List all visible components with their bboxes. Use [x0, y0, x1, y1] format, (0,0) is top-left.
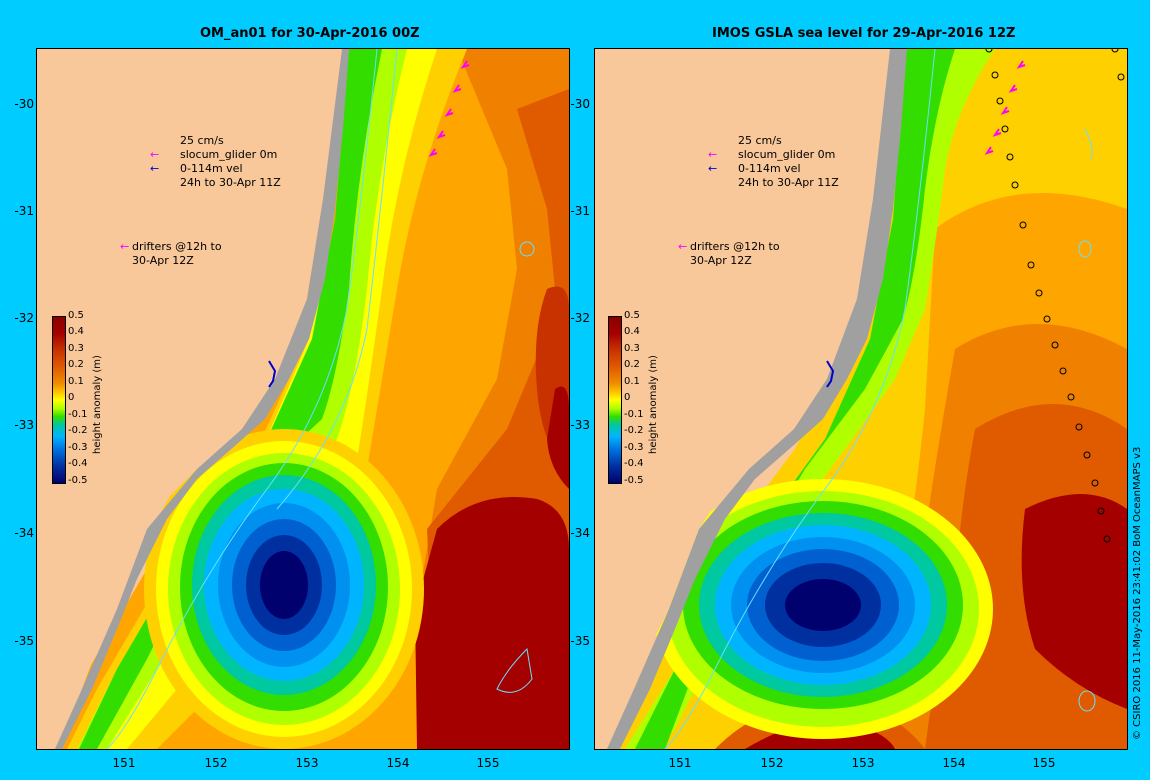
cb-left-6: -0.1 — [68, 409, 88, 420]
legend-glider: slocum_glider 0m — [180, 148, 278, 161]
lat-tick-left-4: -34 — [14, 526, 34, 540]
legend-glider-right: slocum_glider 0m — [738, 148, 836, 161]
lat-tick-right-1: -31 — [570, 204, 590, 218]
lat-tick-right-2: -32 — [570, 311, 590, 325]
lon-tick-right-2: 153 — [851, 756, 875, 770]
legend-right: 25 cm/s ← slocum_glider 0m ← 0-114m vel … — [708, 134, 839, 190]
cb-right-10: -0.5 — [624, 475, 644, 486]
lat-tick-right-0: -30 — [570, 97, 590, 111]
right-panel-title: IMOS GSLA sea level for 29-Apr-2016 12Z — [712, 26, 1016, 41]
lon-tick-right-0: 151 — [668, 756, 692, 770]
legend-drifters-1: drifters @12h to — [132, 240, 222, 253]
drifter-legend-icon-right: ← — [678, 240, 688, 253]
cb-right-9: -0.4 — [624, 458, 644, 469]
legend-left: 25 cm/s ← slocum_glider 0m ← 0-114m vel … — [150, 134, 281, 190]
lat-tick-right-5: -35 — [570, 634, 590, 648]
legend-drifters-right: ← drifters @12h to 30-Apr 12Z — [678, 240, 780, 268]
legend-drifters-1-right: drifters @12h to — [690, 240, 780, 253]
legend-drifters-left: ← drifters @12h to 30-Apr 12Z — [120, 240, 222, 268]
lat-tick-left-5: -35 — [14, 634, 34, 648]
glider-arrow-icon: ← — [150, 162, 160, 175]
lon-tick-left-3: 154 — [386, 756, 410, 770]
colorbar-title-left: height anomaly (m) — [92, 355, 103, 454]
cb-left-3: 0.2 — [68, 359, 84, 370]
lon-tick-left-2: 153 — [295, 756, 319, 770]
cb-right-0: 0.5 — [624, 310, 640, 321]
drifter-legend-icon: ← — [120, 240, 130, 253]
lon-tick-right-3: 154 — [942, 756, 966, 770]
cb-left-2: 0.3 — [68, 343, 84, 354]
lat-tick-left-2: -32 — [14, 311, 34, 325]
right-map[interactable] — [594, 48, 1128, 750]
left-map-field — [37, 49, 569, 749]
right-map-field — [595, 49, 1127, 749]
cb-left-8: -0.3 — [68, 442, 88, 453]
left-panel-title: OM_an01 for 30-Apr-2016 00Z — [200, 26, 420, 41]
cb-right-1: 0.4 — [624, 326, 640, 337]
colorbar-title-right: height anomaly (m) — [648, 355, 659, 454]
legend-drifters-2-right: 30-Apr 12Z — [690, 254, 752, 267]
cb-right-3: 0.2 — [624, 359, 640, 370]
drifter-arrow-icon-right: ← — [708, 148, 718, 161]
lat-tick-left-0: -30 — [14, 97, 34, 111]
lat-tick-right-3: -33 — [570, 418, 590, 432]
cb-left-7: -0.2 — [68, 425, 88, 436]
cb-right-4: 0.1 — [624, 376, 640, 387]
cb-right-7: -0.2 — [624, 425, 644, 436]
legend-vel-2-right: 24h to 30-Apr 11Z — [738, 176, 839, 189]
left-map[interactable] — [36, 48, 570, 750]
lon-tick-left-4: 155 — [476, 756, 500, 770]
lon-tick-left-1: 152 — [204, 756, 228, 770]
legend-glider-row: ← slocum_glider 0m — [150, 148, 281, 162]
cb-left-9: -0.4 — [68, 458, 88, 469]
lat-tick-left-3: -33 — [14, 418, 34, 432]
glider-arrow-icon-right: ← — [708, 162, 718, 175]
cb-left-4: 0.1 — [68, 376, 84, 387]
legend-vel-1: 0-114m vel — [180, 162, 243, 175]
cb-right-8: -0.3 — [624, 442, 644, 453]
legend-vel-1-right: 0-114m vel — [738, 162, 801, 175]
legend-scale-right: 25 cm/s — [738, 134, 782, 147]
legend-vel-2: 24h to 30-Apr 11Z — [180, 176, 281, 189]
legend-vel-row: ← 0-114m vel — [150, 162, 281, 176]
legend-scale: 25 cm/s — [180, 134, 224, 147]
legend-drifters-row-right: ← drifters @12h to — [678, 240, 780, 254]
cb-left-10: -0.5 — [68, 475, 88, 486]
legend-vel-row-right: ← 0-114m vel — [708, 162, 839, 176]
lon-tick-right-1: 152 — [760, 756, 784, 770]
lat-tick-right-4: -34 — [570, 526, 590, 540]
colorbar-left — [52, 316, 66, 484]
cb-right-6: -0.1 — [624, 409, 644, 420]
legend-glider-row-right: ← slocum_glider 0m — [708, 148, 839, 162]
credit-text: © CSIRO 2016 11-May-2016 23:41:02 BoM Oc… — [1132, 446, 1143, 740]
cb-left-0: 0.5 — [68, 310, 84, 321]
cb-left-5: 0 — [68, 392, 75, 403]
cb-left-1: 0.4 — [68, 326, 84, 337]
cb-right-2: 0.3 — [624, 343, 640, 354]
cb-right-5: 0 — [624, 392, 631, 403]
legend-drifters-2: 30-Apr 12Z — [132, 254, 194, 267]
drifter-arrow-icon: ← — [150, 148, 160, 161]
legend-drifters-row: ← drifters @12h to — [120, 240, 222, 254]
lat-tick-left-1: -31 — [14, 204, 34, 218]
colorbar-right — [608, 316, 622, 484]
lon-tick-right-4: 155 — [1032, 756, 1056, 770]
lon-tick-left-0: 151 — [112, 756, 136, 770]
